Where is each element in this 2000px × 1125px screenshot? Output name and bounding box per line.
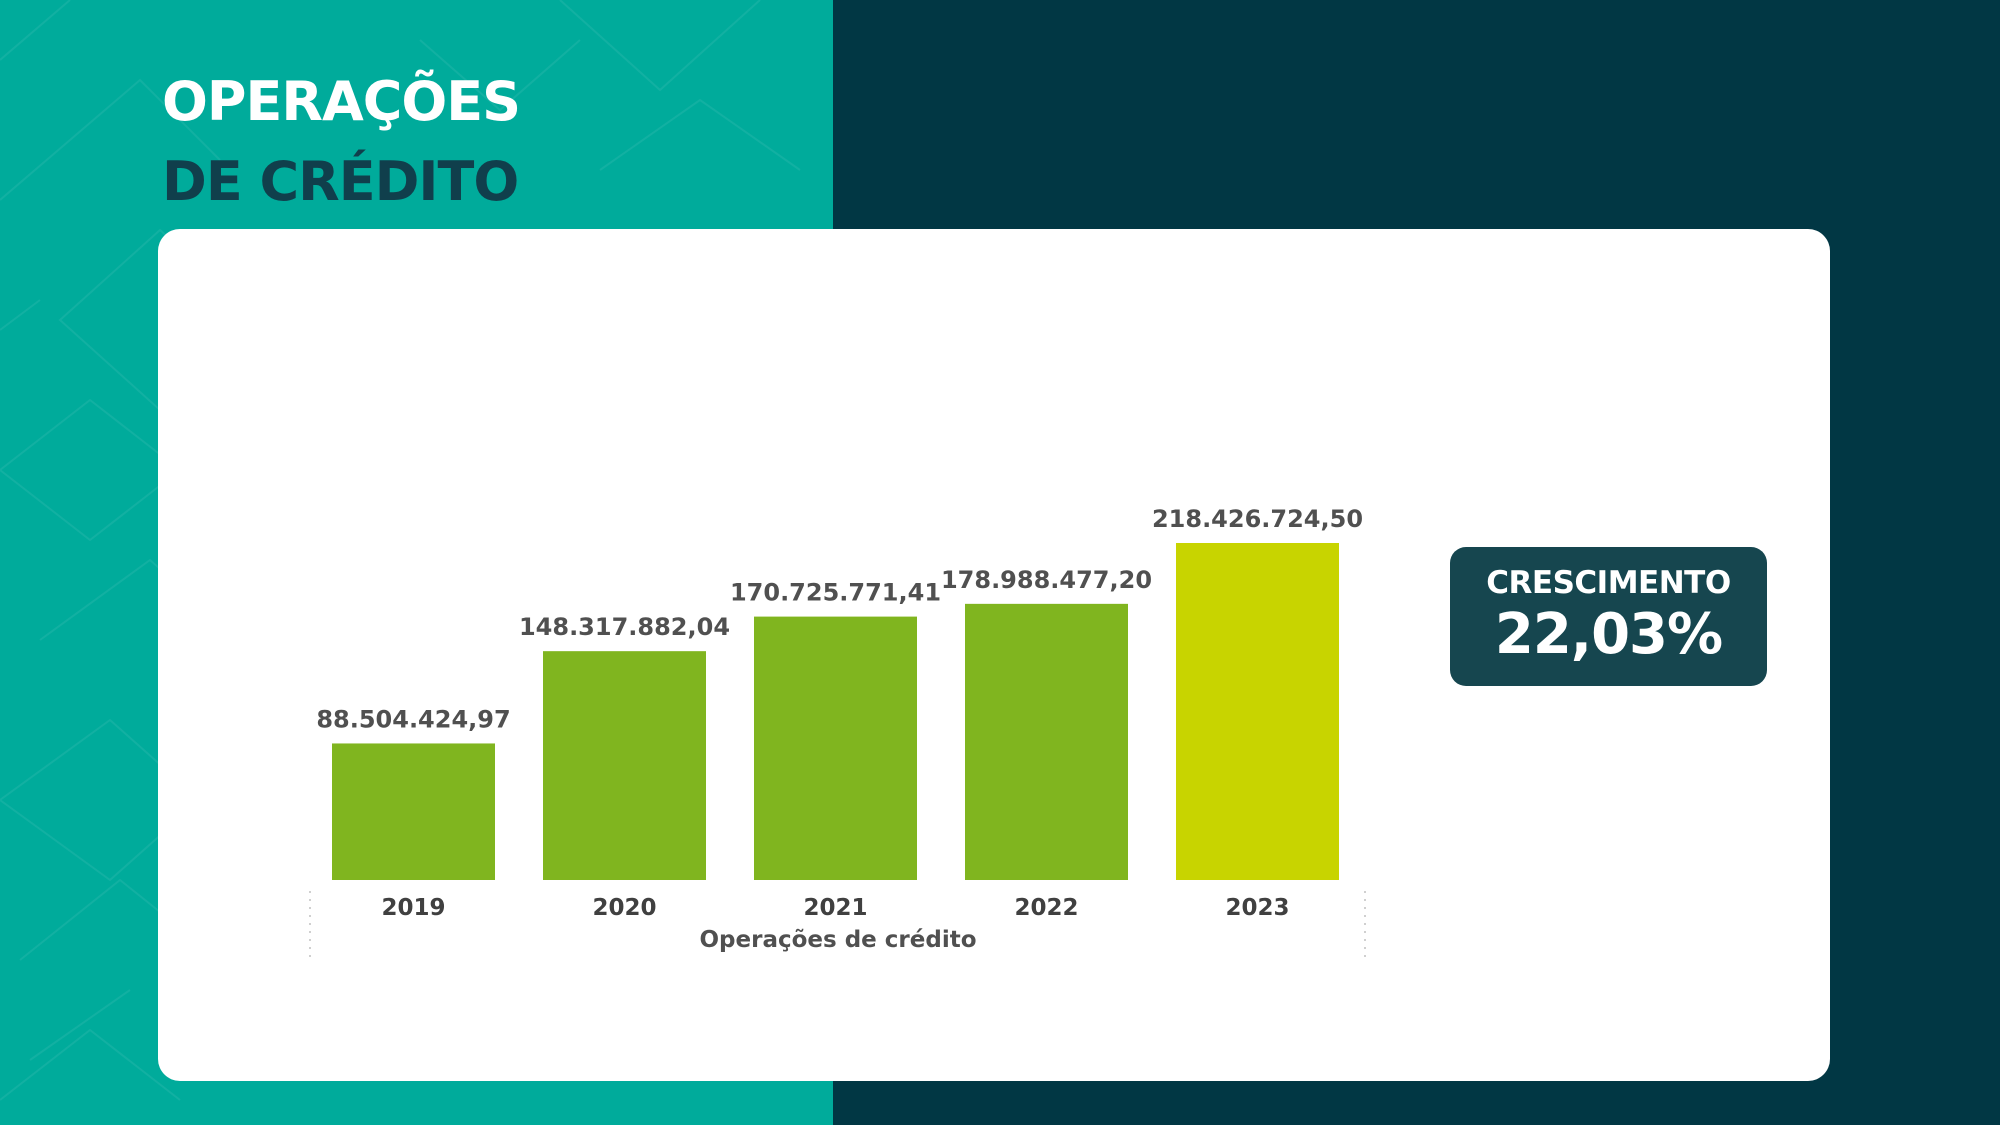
growth-badge: CRESCIMENTO 22,03%	[1450, 547, 1767, 686]
x-tick-label-2022: 2022	[1014, 895, 1078, 921]
page-title: OPERAÇÕES DE CRÉDITO	[162, 62, 521, 222]
x-tick-label-2021: 2021	[803, 895, 867, 921]
data-label-2023: 218.426.724,50	[1152, 505, 1363, 533]
data-label-2022: 178.988.477,20	[941, 566, 1152, 594]
bar-group	[332, 543, 1339, 880]
x-axis-title: Operações de crédito	[700, 927, 977, 953]
title-line-1: OPERAÇÕES	[162, 70, 521, 133]
chart-card: 88.504.424,97 148.317.882,04 170.725.771,4…	[158, 229, 1830, 1081]
bar-2023	[1176, 543, 1339, 880]
x-tick-label-2020: 2020	[592, 895, 656, 921]
bar-2020	[543, 651, 706, 880]
bar-2019	[332, 743, 495, 880]
bar-chart: 88.504.424,97 148.317.882,04170.725.771,4…	[309, 505, 1366, 961]
data-label-2020: 148.317.882,04	[519, 613, 730, 641]
title-line-2: DE CRÉDITO	[162, 150, 519, 213]
bar-2022	[965, 603, 1128, 880]
growth-badge-label: CRESCIMENTO	[1486, 565, 1731, 601]
value-label-group: 88.504.424,97 148.317.882,04170.725.771,4…	[316, 505, 1363, 733]
data-label-2021: 170.725.771,41	[730, 579, 941, 607]
category-label-group: 2019 2020 2021 2022 2023	[381, 895, 1289, 921]
bar-2021	[754, 616, 917, 880]
growth-badge-value: 22,03%	[1494, 602, 1723, 667]
x-tick-label-2023: 2023	[1225, 895, 1289, 921]
x-tick-label-2019: 2019	[381, 895, 445, 921]
data-label-2019: 88.504.424,97	[316, 705, 510, 733]
